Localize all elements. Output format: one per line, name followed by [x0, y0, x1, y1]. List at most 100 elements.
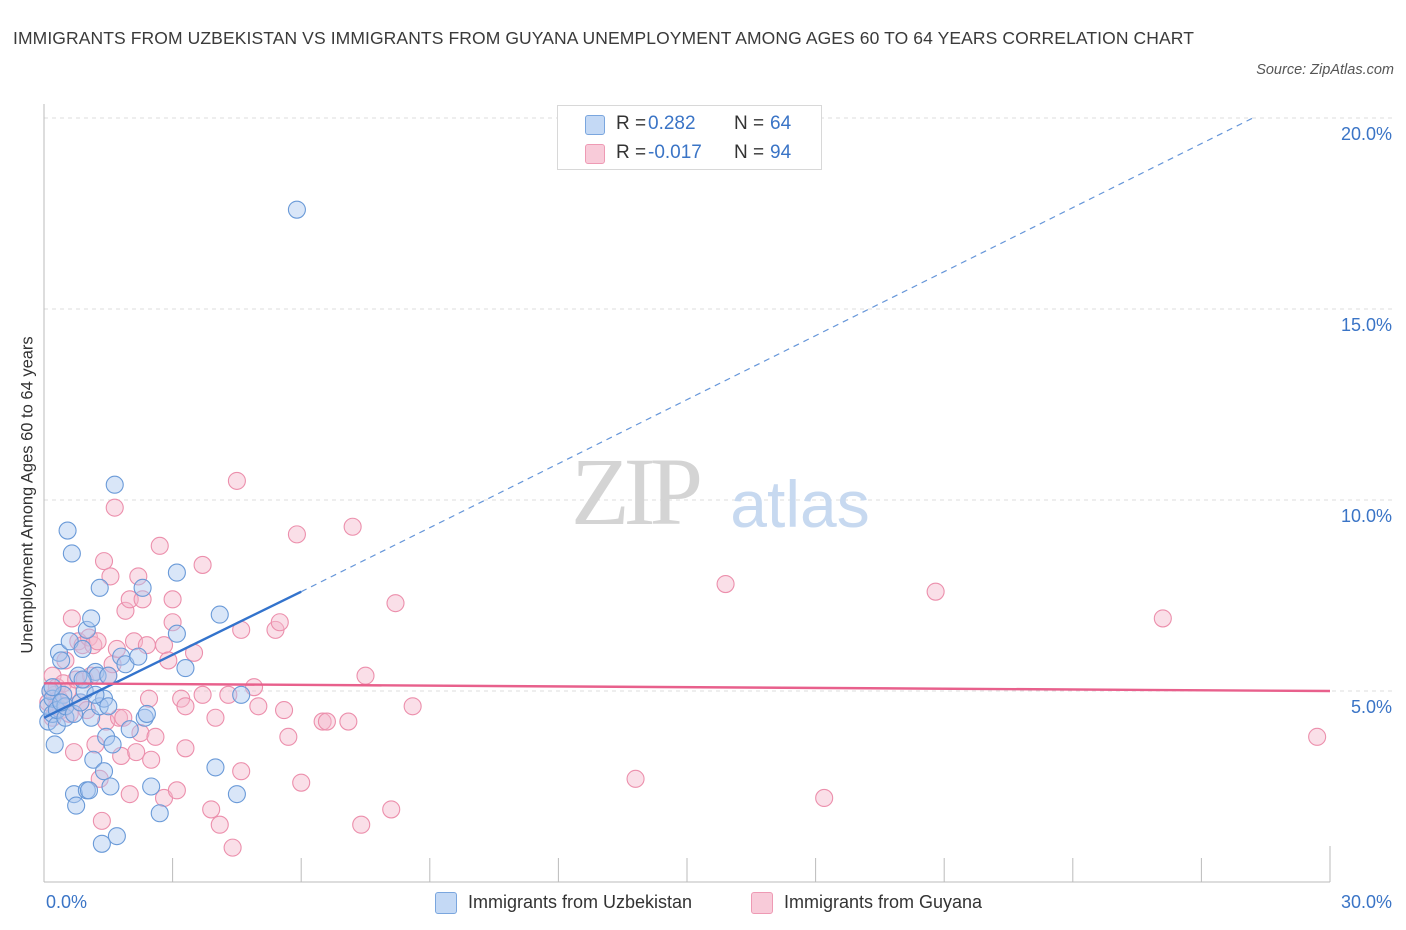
uzbekistan-point: [62, 544, 81, 563]
guyana-point: [275, 701, 294, 720]
legend-n-value: 64: [770, 113, 792, 134]
guyana-point: [356, 666, 375, 685]
guyana-point: [101, 567, 120, 586]
uzbekistan-point: [232, 685, 251, 704]
guyana-point: [202, 800, 221, 819]
uzbekistan-point: [97, 727, 116, 746]
uzbekistan-point: [84, 750, 103, 769]
uzbekistan-point: [82, 609, 101, 628]
guyana-point: [317, 712, 336, 731]
uzbekistan-point: [142, 777, 161, 796]
uzbekistan-point: [73, 670, 92, 689]
guyana-point: [292, 773, 311, 792]
uzbekistan-point: [79, 781, 99, 800]
uzbekistan-point: [99, 697, 118, 716]
uzbekistan-point: [150, 804, 169, 823]
guyana-point: [626, 769, 645, 788]
bottom-legend-swatch-uzbekistan: [435, 892, 457, 914]
uzbekistan-point: [120, 720, 139, 739]
legend-row-guyana: R = -0.017 N = 94: [558, 141, 821, 165]
guyana-point: [210, 815, 229, 834]
guyana-point: [223, 838, 242, 857]
watermark: ZIP atlas: [571, 438, 870, 545]
guyana-point: [167, 781, 186, 800]
legend-n-value: 94: [770, 142, 792, 163]
guyana-point: [926, 582, 945, 601]
uzbekistan-point: [99, 666, 118, 685]
uzbekistan-point: [67, 796, 86, 815]
guyana-point: [88, 632, 107, 651]
legend-r-value: 0.282: [648, 113, 696, 134]
legend-n-label: N =: [734, 113, 765, 134]
uzbekistan-point: [94, 762, 114, 781]
correlation-legend: R = 0.282 N = 64 R = -0.017 N = 94: [557, 105, 822, 170]
legend-n-label: N =: [734, 142, 765, 163]
uzbekistan-point: [176, 659, 195, 678]
guyana-point: [279, 727, 298, 746]
guyana-point: [287, 525, 306, 544]
legend-row-uzbekistan: R = 0.282 N = 64: [558, 112, 821, 136]
tick-labels: 5.0% 10.0% 15.0% 20.0% 0.0% 30.0%: [46, 124, 1392, 912]
uzbekistan-point: [45, 735, 64, 754]
guyana-point: [193, 555, 212, 574]
legend-r-label: R =: [616, 113, 647, 134]
uzbekistan-point: [64, 704, 84, 723]
guyana-point: [163, 590, 182, 609]
guyana-point: [232, 762, 251, 781]
guyana-point: [94, 552, 114, 571]
guyana-point: [352, 815, 371, 834]
guyana-point: [339, 712, 358, 731]
uzbekistan-point: [73, 639, 92, 659]
trend-lines: [43, 117, 1331, 719]
uzbekistan-point: [210, 605, 229, 624]
uzbekistan-trend-extension: [300, 117, 1254, 593]
guyana-point: [62, 609, 81, 628]
watermark-zip: ZIP: [571, 438, 700, 545]
guyana-point: [150, 536, 169, 555]
y-axis-label: Unemployment Among Ages 60 to 64 years: [18, 336, 37, 654]
uzbekistan-point: [227, 785, 246, 804]
guyana-point: [120, 785, 139, 804]
guyana-point: [1308, 727, 1327, 746]
uzbekistan-point: [101, 777, 120, 796]
guyana-point: [716, 574, 735, 594]
y-tick-label: 10.0%: [1341, 506, 1392, 526]
guyana-point: [139, 689, 159, 708]
guyana-point: [386, 594, 405, 613]
y-tick-label: 5.0%: [1351, 697, 1392, 717]
uzbekistan-point: [206, 758, 225, 777]
uzbekistan-point: [107, 827, 126, 846]
bottom-legend-label-guyana: Immigrants from Guyana: [784, 892, 983, 912]
guyana-point: [105, 498, 124, 517]
guyana-point: [114, 708, 133, 727]
guyana-point: [146, 727, 165, 746]
uzbekistan-point: [54, 685, 73, 704]
axes: [43, 104, 1331, 883]
guyana-point: [219, 685, 238, 704]
uzbekistan-point: [90, 578, 109, 597]
uzbekistan-point: [287, 200, 306, 219]
uzbekistan-point: [43, 678, 62, 697]
uzbekistan-point: [129, 647, 148, 666]
guyana-point: [313, 712, 332, 731]
guyana-point: [56, 651, 75, 670]
uzbekistan-point: [49, 643, 69, 662]
bottom-legend-label-uzbekistan: Immigrants from Uzbekistan: [468, 892, 693, 912]
legend-swatch-guyana: [585, 144, 605, 164]
guyana-point: [815, 788, 834, 808]
guyana-point: [176, 697, 195, 716]
uzbekistan-point: [137, 704, 156, 723]
guyana-point: [116, 601, 135, 620]
guyana-trend-line: [43, 682, 1331, 693]
guyana-point: [64, 743, 84, 762]
uzbekistan-point: [103, 735, 122, 754]
uzbekistan-point: [58, 521, 77, 540]
data-points: [39, 200, 1327, 857]
guyana-point: [120, 590, 139, 609]
uzbekistan-point: [105, 475, 124, 494]
guyana-point: [382, 800, 401, 819]
watermark-atlas: atlas: [730, 467, 869, 541]
guyana-point: [142, 750, 161, 769]
uzbekistan-point: [52, 651, 71, 670]
